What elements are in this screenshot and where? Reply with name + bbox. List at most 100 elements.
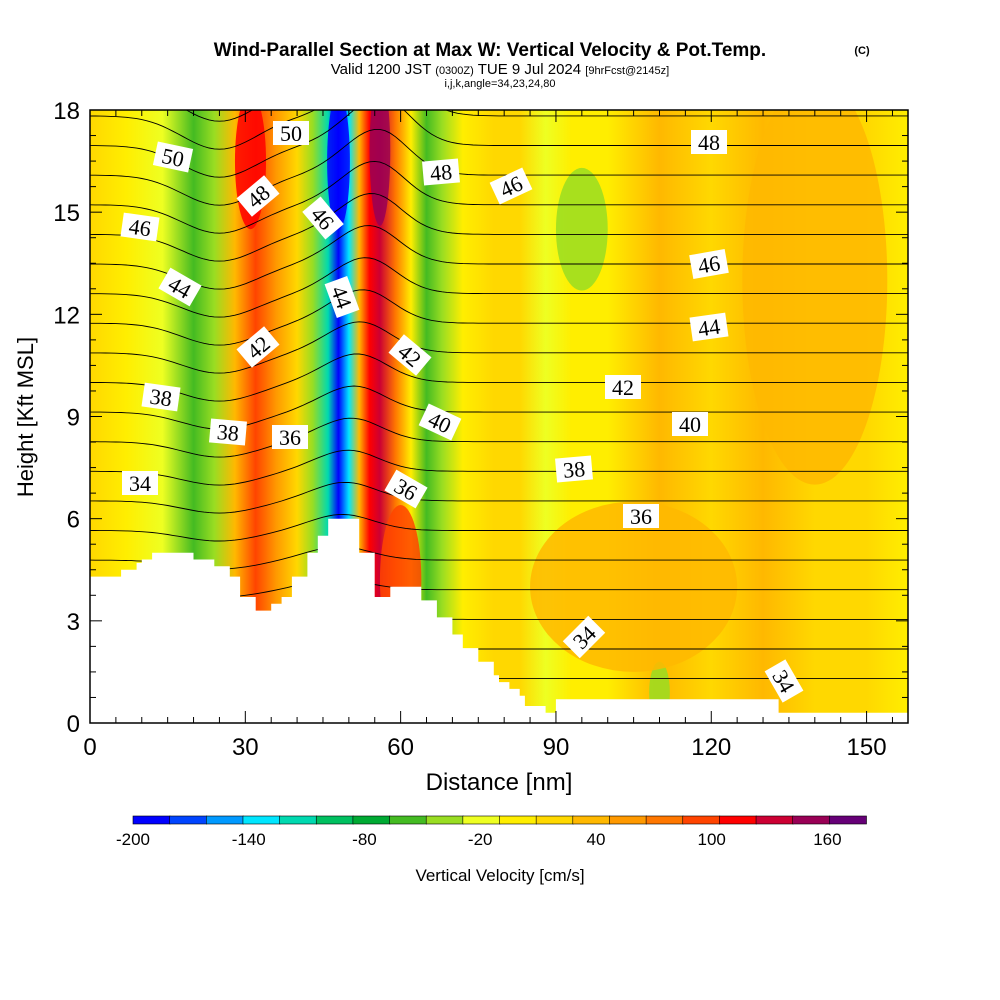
theta-contour-44: [90, 289, 908, 346]
colorbar-tick-label: 100: [697, 830, 725, 849]
theta-label: 36: [272, 425, 308, 450]
theta-contour-48: [90, 160, 908, 234]
theta-label: 38: [141, 382, 181, 412]
theta-label-text: 34: [129, 471, 151, 496]
theta-contour-39: [90, 449, 908, 486]
y-tick-label: 0: [67, 711, 80, 738]
theta-label-text: 38: [216, 419, 240, 446]
theta-contour-40: [90, 417, 908, 458]
colorbar-swatch: [206, 815, 244, 825]
colorbar-tick-label: -200: [116, 830, 150, 849]
theta-label: 48: [691, 130, 727, 155]
chart-subtitle: Valid 1200 JST (0300Z) TUE 9 Jul 2024 [9…: [331, 61, 669, 78]
colorbar-swatch: [462, 815, 501, 825]
theta-contour-47: [90, 193, 908, 262]
colorbar-swatch: [499, 815, 537, 825]
theta-contour-50: [90, 110, 908, 178]
x-tick-label: 150: [847, 734, 887, 761]
theta-label: 48: [422, 158, 460, 186]
theta-label-text: 36: [630, 504, 652, 529]
colorbar-swatch: [169, 815, 208, 825]
colorbar-label: Vertical Velocity [cm/s]: [415, 866, 584, 885]
green-blob: [555, 167, 608, 291]
subtitle-index: i,j,k,angle=34,23,24,80: [444, 78, 555, 90]
theta-contour-46: [90, 225, 908, 290]
colorbar: [132, 815, 867, 825]
y-axis-label: Height [Kft MSL]: [13, 337, 38, 497]
chart-title: Wind-Parallel Section at Max W: Vertical…: [214, 40, 766, 61]
colorbar-swatch: [132, 815, 171, 825]
theta-contour-52: [185, 110, 254, 122]
subtitle-date: TUE 9 Jul 2024: [478, 61, 581, 78]
y-tick-label: 15: [53, 200, 80, 227]
blue-blob-top: [327, 110, 350, 230]
colorbar-swatch: [425, 815, 464, 825]
theta-label: 46: [689, 249, 729, 279]
theta-contour-42: [90, 353, 908, 402]
colorbar-swatch: [315, 815, 354, 825]
theta-label-text: 42: [612, 375, 634, 400]
subtitle-fcst: [9hrFcst@2145z]: [585, 65, 669, 77]
theta-label: 34: [122, 471, 158, 496]
theta-contour-37: [90, 514, 908, 542]
colorbar-tick-label: -140: [232, 830, 266, 849]
x-tick-label: 120: [691, 734, 731, 761]
theta-label: 38: [555, 455, 593, 483]
theta-label: 50: [273, 121, 309, 146]
theta-contour-45: [90, 257, 908, 318]
y-tick-label: 18: [53, 98, 80, 125]
x-axis-label: Distance [nm]: [426, 769, 573, 796]
theta-contour-43: [90, 321, 908, 374]
colorbar-tick-label: -20: [468, 830, 493, 849]
theta-label: 42: [605, 375, 641, 400]
theta-label-text: 50: [160, 143, 187, 172]
theta-label-text: 46: [127, 214, 152, 242]
theta-label-text: 38: [562, 456, 586, 483]
subtitle-utc: (0300Z): [435, 65, 474, 77]
orange-region: [742, 110, 888, 485]
colorbar-swatch: [352, 815, 391, 825]
colorbar-swatch: [682, 815, 721, 825]
colorbar-swatch: [645, 815, 684, 825]
theta-label-text: 44: [696, 314, 721, 342]
colorbar-swatch: [389, 815, 427, 825]
theta-label-text: 48: [698, 130, 720, 155]
theta-label: 36: [623, 504, 659, 529]
theta-label: 38: [209, 418, 247, 446]
theta-label-text: 36: [279, 425, 301, 450]
colorbar-swatch: [755, 815, 794, 825]
colorbar-swatch: [279, 815, 318, 825]
y-tick-label: 12: [53, 302, 80, 329]
colorbar-swatch: [572, 815, 611, 825]
colorbar-swatch: [829, 815, 867, 825]
colorbar-tick-label: 40: [586, 830, 605, 849]
theta-label: 50: [152, 141, 194, 173]
colorbar-tick-label: -80: [352, 830, 377, 849]
x-tick-label: 90: [543, 734, 570, 761]
theta-label-text: 50: [280, 121, 302, 146]
terrain: [90, 518, 908, 723]
colorbar-swatch: [792, 815, 831, 825]
theta-contour-49: [90, 128, 908, 206]
title-mark: (C): [854, 45, 870, 57]
theta-label: 44: [689, 312, 729, 342]
theta-label-text: 46: [696, 250, 722, 278]
colorbar-swatch: [535, 815, 574, 825]
x-tick-label: 60: [387, 734, 414, 761]
purple-blob-top: [369, 110, 391, 226]
colorbar-swatch: [719, 815, 757, 825]
theta-label-text: 38: [148, 384, 173, 412]
theta-label: 40: [672, 412, 708, 437]
colorbar-swatch: [609, 815, 647, 825]
subtitle-valid: Valid 1200 JST: [331, 61, 431, 78]
colorbar-swatch: [242, 815, 281, 825]
theta-label-text: 48: [429, 159, 453, 186]
x-tick-label: 30: [232, 734, 259, 761]
theta-label: 46: [120, 212, 160, 242]
y-tick-label: 6: [67, 507, 80, 534]
theta-contour-38: [90, 481, 908, 514]
colorbar-tick-label: 160: [813, 830, 841, 849]
theta-label-text: 40: [679, 412, 701, 437]
y-tick-label: 3: [67, 609, 80, 636]
